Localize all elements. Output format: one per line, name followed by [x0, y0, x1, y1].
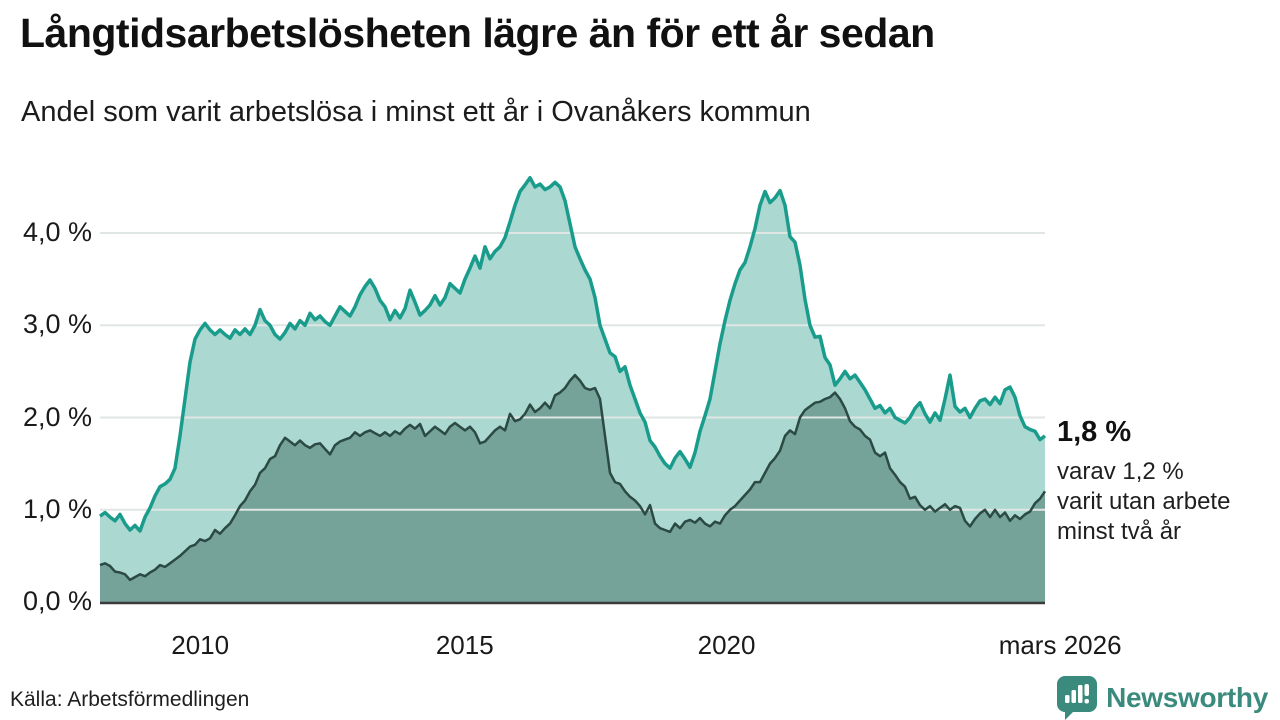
- annotation-text: varav 1,2 % varit utan arbete minst två …: [1057, 457, 1230, 547]
- y-tick-label: 0,0 %: [22, 586, 92, 616]
- source-note: Källa: Arbetsförmedlingen: [10, 688, 250, 711]
- annotation-line: varav 1,2 %: [1057, 458, 1184, 485]
- line-two-year: [99, 373, 1047, 582]
- annotation-line: varit utan arbete: [1057, 488, 1231, 515]
- y-tick-label: 1,0 %: [22, 493, 92, 524]
- x-tick-label: mars 2026: [998, 630, 1122, 660]
- newsworthy-logo-text: Newsworthy: [1106, 682, 1268, 713]
- y-tick-label: 4,0 %: [22, 217, 92, 247]
- y-tick-label: 2,0 %: [22, 401, 92, 432]
- newsworthy-logo: Newsworthy: [1057, 676, 1268, 720]
- page-subtitle: Andel som varit arbetslösa i minst ett å…: [21, 96, 811, 128]
- x-tick-label: 2010: [171, 630, 230, 660]
- y-tick-label: 3,0 %: [22, 309, 92, 340]
- newsworthy-logo-icon: [1057, 676, 1098, 720]
- page-title: Långtidsarbetslösheten lägre än för ett …: [20, 10, 935, 56]
- x-tick-label: 2020: [697, 630, 756, 660]
- area-two-year: [100, 375, 1045, 602]
- latest-value-label: 1,8 %: [1057, 416, 1132, 448]
- annotation-line: minst två år: [1057, 518, 1182, 545]
- line-total: [98, 175, 1047, 533]
- x-tick-label: 2015: [435, 630, 494, 660]
